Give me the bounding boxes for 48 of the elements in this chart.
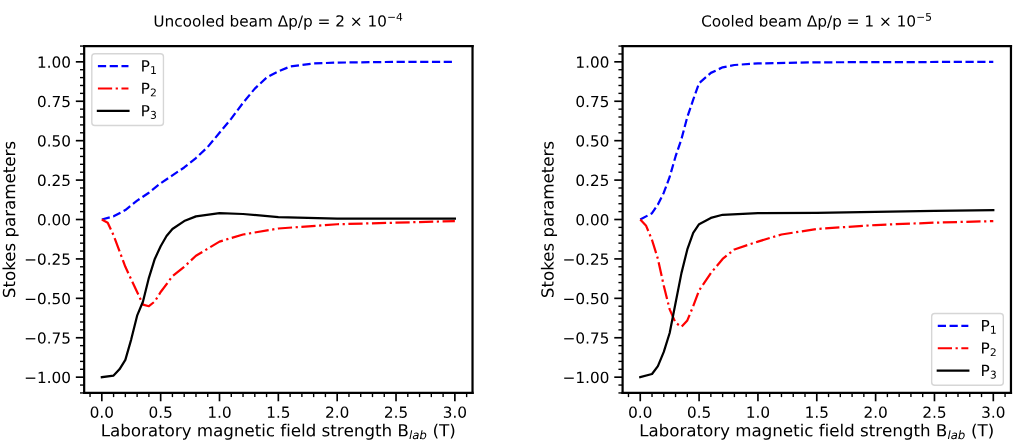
- y-tick-label: 0.00: [576, 213, 609, 226]
- y-axis-title: Stokes parameters: [540, 141, 558, 298]
- x-tick-label: 0.0: [90, 406, 113, 418]
- y-tick-label: 0.75: [576, 95, 609, 108]
- y-tick-label: 0.25: [576, 174, 609, 187]
- legend-label: P$_{2}$: [142, 82, 156, 97]
- y-tick-label: −0.25: [25, 253, 70, 265]
- legend-label: P$_{2}$: [982, 342, 996, 357]
- chart-title: Uncooled beam Δp/p = 2 × 10$^{−4}$: [154, 12, 403, 30]
- x-tick-label: 2.5: [923, 406, 946, 418]
- y-tick-label: 0.75: [37, 95, 70, 108]
- legend-label: P$_{3}$: [142, 105, 156, 119]
- line-series: [639, 60, 995, 221]
- y-tick-label: −0.50: [25, 292, 70, 305]
- x-tick-label: 0.5: [149, 406, 172, 418]
- y-tick-label: 1.00: [577, 56, 609, 68]
- y-axis-title: Stokes parameters: [2, 141, 19, 298]
- legend-label: P$_{1}$: [982, 320, 996, 334]
- y-tick-label: 0.50: [576, 135, 609, 147]
- x-tick-label: 3.0: [443, 406, 467, 418]
- legend-label: P$_{1}$: [142, 60, 156, 74]
- x-tick-label: 3.0: [982, 406, 1005, 418]
- y-tick-label: −1.00: [25, 371, 70, 384]
- y-tick-label: −1.00: [564, 371, 609, 384]
- y-tick-label: 0.50: [37, 135, 70, 147]
- y-tick-label: −0.75: [25, 332, 70, 344]
- chart-title: Cooled beam Δp/p = 1 × 10$^{−5}$: [701, 12, 932, 30]
- y-tick-label: −0.25: [564, 253, 609, 265]
- y-tick-label: −0.75: [564, 332, 609, 344]
- line-series: [100, 212, 456, 379]
- x-axis-title: Laboratory magnetic field strength B$_{lab}$ (T): [640, 423, 993, 440]
- x-tick-label: 0.5: [687, 406, 710, 418]
- x-tick-label: 1.0: [209, 406, 231, 418]
- x-tick-label: 1.0: [747, 406, 770, 418]
- y-tick-label: 0.25: [37, 174, 70, 187]
- y-tick-label: 1.00: [38, 56, 70, 68]
- x-tick-label: 0.0: [629, 406, 652, 418]
- line-series: [100, 218, 456, 308]
- legend-label: P$_{3}$: [982, 364, 996, 379]
- x-tick-label: 1.5: [267, 406, 290, 418]
- y-tick-label: −0.50: [564, 292, 609, 305]
- x-tick-label: 2.0: [864, 406, 887, 418]
- line-series: [639, 208, 995, 379]
- x-axis-title: Laboratory magnetic field strength B$_{lab}$ (T): [102, 423, 455, 440]
- y-tick-label: 0.00: [37, 213, 70, 226]
- x-tick-label: 1.5: [806, 406, 828, 418]
- x-tick-label: 2.5: [385, 406, 407, 418]
- x-tick-label: 2.0: [326, 406, 349, 418]
